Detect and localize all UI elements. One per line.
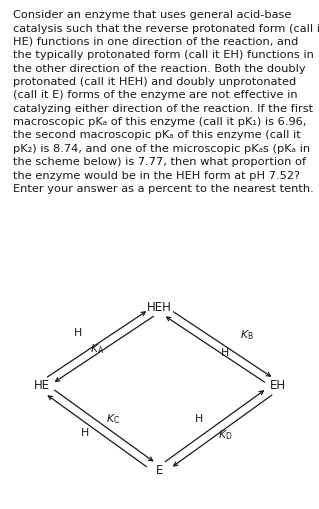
Text: H: H — [195, 414, 204, 425]
Text: H: H — [80, 428, 89, 438]
Text: H: H — [74, 328, 82, 338]
Text: EH: EH — [270, 379, 286, 392]
Text: HEH: HEH — [147, 301, 172, 314]
Text: HE: HE — [33, 379, 49, 392]
Text: E: E — [156, 464, 163, 477]
Text: H: H — [221, 348, 229, 358]
Text: $\mathit{K}_\mathrm{D}$: $\mathit{K}_\mathrm{D}$ — [218, 428, 232, 442]
Text: $\mathit{K}_\mathrm{A}$: $\mathit{K}_\mathrm{A}$ — [90, 342, 104, 356]
Text: $\mathit{K}_\mathrm{B}$: $\mathit{K}_\mathrm{B}$ — [240, 328, 254, 343]
Text: Consider an enzyme that uses general acid-base
catalysis such that the reverse p: Consider an enzyme that uses general aci… — [13, 10, 319, 194]
Text: $\mathit{K}_\mathrm{C}$: $\mathit{K}_\mathrm{C}$ — [106, 412, 120, 427]
